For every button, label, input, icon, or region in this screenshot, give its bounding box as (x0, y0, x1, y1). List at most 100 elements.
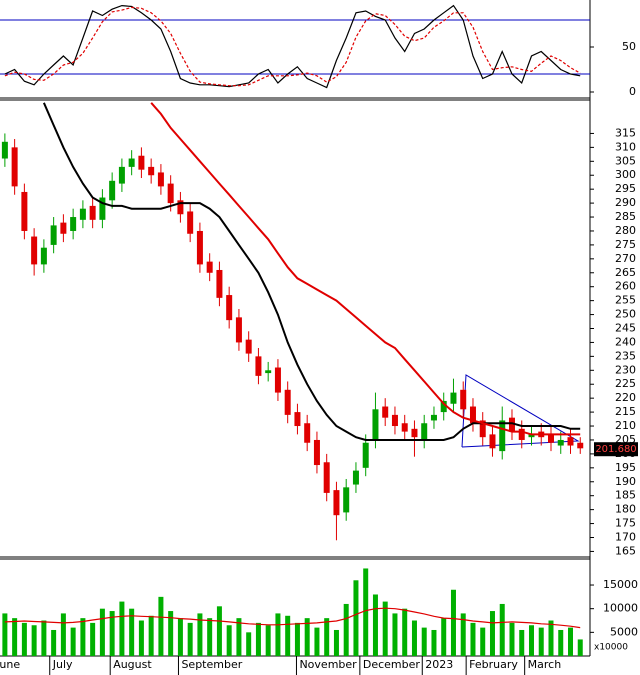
volume-bar (519, 629, 525, 656)
volume-bar (31, 625, 37, 656)
x-tick-label: December (363, 658, 421, 671)
candle-body (577, 442, 584, 449)
y-tick-label: 215 (615, 405, 636, 418)
volume-bar (294, 622, 300, 656)
y-tick-label: 295 (615, 182, 636, 195)
candle-body (421, 423, 428, 440)
y-tick-label: 220 (615, 391, 636, 404)
y-tick-label: 180 (615, 503, 636, 516)
y-tick-label: 300 (615, 168, 636, 181)
volume-bar (109, 611, 115, 656)
candle-body (362, 442, 369, 468)
x-tick-label: September (181, 658, 242, 671)
volume-bar (372, 594, 378, 656)
volume-bar (197, 613, 203, 656)
volume-bar (460, 613, 466, 656)
candle-body (313, 439, 320, 466)
candle-body (196, 230, 203, 265)
volume-bar (382, 601, 388, 656)
candle-body (294, 412, 301, 427)
volume-bar (158, 596, 164, 656)
volume-bar (333, 629, 339, 656)
x-tick-label: February (469, 658, 518, 671)
volume-bar (304, 618, 310, 656)
x-tick-label: November (299, 658, 357, 671)
volume-bar (538, 627, 544, 656)
candle-body (430, 414, 437, 421)
candle-body (372, 409, 379, 440)
y-tick-label: 175 (615, 517, 636, 530)
volume-bar (90, 622, 96, 656)
candle-body (109, 180, 116, 201)
volume-bar (99, 608, 105, 656)
volume-bar (324, 618, 330, 656)
candle-body (265, 370, 272, 374)
candle-body (89, 205, 96, 220)
x-tick-label: June (0, 658, 20, 671)
candle-body (323, 462, 330, 493)
candle-body (518, 428, 525, 440)
volume-bar (480, 627, 486, 656)
y-tick-label: 280 (615, 224, 636, 237)
volume-bar (411, 620, 417, 656)
candle-body (450, 392, 457, 404)
x-tick-label: 2023 (425, 658, 453, 671)
y-tick-label: 235 (615, 349, 636, 362)
volume-bar (353, 580, 359, 656)
candle-body (499, 420, 506, 452)
y-tick-label: 170 (615, 530, 636, 543)
volume-bar (255, 622, 261, 656)
candle-body (99, 197, 106, 220)
candle-body (508, 417, 515, 432)
volume-bar (392, 613, 398, 656)
series-line (42, 102, 581, 441)
candle-body (489, 434, 496, 449)
candle-body (118, 166, 125, 184)
y-tick-label: 315 (615, 126, 636, 139)
y-tick-label: 270 (615, 252, 636, 265)
volume-bar (421, 627, 427, 656)
series-line (4, 6, 581, 87)
y-tick-label: 245 (615, 322, 636, 335)
candle-body (1, 141, 8, 159)
candle-body (226, 295, 233, 321)
volume-bar (177, 618, 183, 656)
volume-bar (129, 608, 135, 656)
volume-bar (343, 603, 349, 656)
candle-body (187, 211, 194, 234)
volume-bar (548, 620, 554, 656)
candle-body (138, 155, 145, 170)
candle-body (50, 225, 57, 245)
volume-bar (528, 625, 534, 656)
volume-bar (246, 632, 252, 656)
volume-bar (314, 627, 320, 656)
y-tick-label: 275 (615, 238, 636, 251)
candle-body (167, 183, 174, 204)
candle-body (304, 423, 311, 443)
candle-body (206, 261, 213, 273)
volume-bar (70, 627, 76, 656)
volume-bar (12, 618, 18, 656)
volume-bar (226, 625, 232, 656)
y-tick-label: 265 (615, 266, 636, 279)
x-tick-label: August (113, 658, 152, 671)
candle-body (148, 166, 155, 176)
x-tick-label: March (528, 658, 562, 671)
candle-body (284, 389, 291, 415)
y-tick-label: 255 (615, 294, 636, 307)
y-tick-label: 0 (629, 85, 636, 98)
volume-bar (187, 622, 193, 656)
candle-body (79, 208, 86, 220)
candle-body (21, 191, 28, 231)
candle-body (255, 356, 262, 376)
candle-body (547, 434, 554, 443)
candle-body (60, 222, 67, 234)
volume-bar (41, 620, 47, 656)
candle-body (274, 367, 281, 393)
volume-bar (51, 629, 57, 656)
y-tick-label: 260 (615, 280, 636, 293)
candle-body (411, 428, 418, 438)
series-line (4, 4, 581, 89)
candle-body (235, 317, 242, 343)
